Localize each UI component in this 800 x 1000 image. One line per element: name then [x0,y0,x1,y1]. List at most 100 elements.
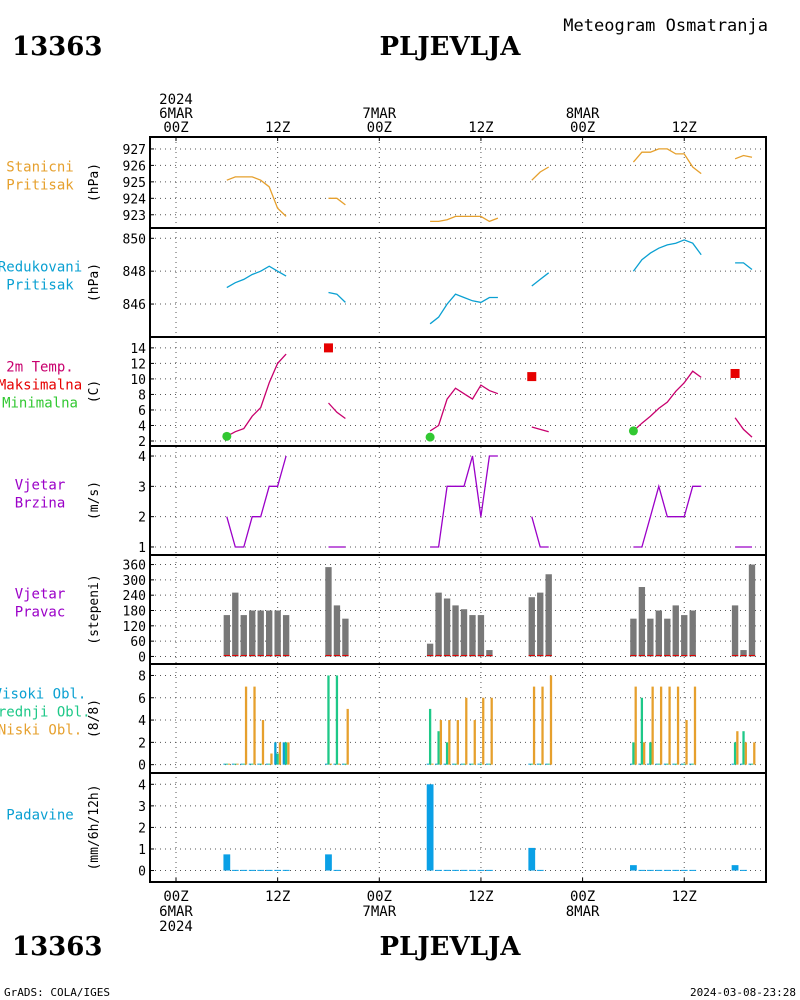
top-time-label: 2024 [159,92,193,108]
y-tick-label: 3 [138,800,146,815]
wind-direction-bar [537,592,544,657]
cloud-bar [545,763,548,765]
cloud-bar [482,697,485,765]
unit-label: (mm/6h/12h) [87,784,102,870]
precipitation-bar [452,869,459,871]
cloud-bar [485,763,489,765]
reduced-pressure-line [735,262,753,271]
y-tick-label: 846 [123,298,146,313]
tmin-marker [222,431,232,441]
wind-direction-bar [664,618,671,657]
y-tick-label: 14 [130,342,146,357]
y-tick-label: 1 [138,541,146,556]
panel-label: Niski Obl. [0,723,82,739]
panel-label: Stanicni [6,160,73,176]
cloud-bar [651,686,654,765]
cloud-bar [443,763,446,765]
reduced-pressure-line [632,239,702,272]
cloud-bar [268,763,271,765]
y-tick-label: 925 [123,176,146,191]
cloud-bar [479,763,483,765]
y-tick-label: 0 [138,650,146,665]
top-time-label: 00Z [163,120,188,136]
panel-frame [149,227,767,338]
panel-label: Brzina [15,496,66,512]
wind-speed-line [430,455,498,548]
y-tick-label: 12 [130,357,146,372]
precipitation-bar [223,854,231,871]
cloud-bar [477,763,480,765]
y-tick-label: 240 [123,589,146,604]
unit-label: (C) [87,380,102,403]
cloud-bar [666,763,669,765]
wind-speed-line [531,516,549,548]
wind-direction-bar [274,610,281,657]
y-tick-label: 120 [123,620,146,635]
cloud-bar [335,675,339,765]
y-tick-label: 0 [138,759,146,774]
cloud-bar [629,763,633,765]
cloud-bar [490,697,493,765]
wind-direction-bar [333,605,341,657]
bottom-time-label: 8MAR [566,904,600,920]
precipitation-bar [469,869,476,871]
top-time-label: 6MAR [159,106,193,122]
cloud-bar [439,720,443,765]
cloud-bar [733,742,737,765]
wind-direction-bar [545,574,552,657]
station-pressure-line [734,154,753,160]
precipitation-bar [325,854,332,871]
precipitation-bar [274,869,282,871]
top-time-label: 7MAR [362,106,396,122]
cloud-bar [473,720,476,765]
panel-label: Pritisak [6,178,74,194]
wind-direction-bar [232,592,239,657]
cloud-bar [282,742,285,765]
precipitation-bar [486,869,493,871]
cloud-bar [248,763,252,765]
cloud-bar [632,742,635,765]
precipitation-bar [333,869,341,871]
precipitation-bar [740,869,747,871]
cloud-bar [744,742,747,765]
bottom-time-label: 2024 [159,919,193,935]
wind-direction-bar [266,610,273,657]
unit-label: (hPa) [87,163,102,202]
wind-direction-bar [748,564,756,657]
tmax-marker [730,368,740,378]
cloud-bar [287,742,290,765]
cloud-bar [691,763,694,765]
cloud-bar [333,763,336,765]
wind-direction-bar [469,615,476,657]
y-tick-label: 4 [138,419,146,434]
y-tick-label: 923 [123,209,146,224]
cloud-bar [265,763,269,765]
precipitation-bar [240,869,248,871]
bottom-time-label: 7MAR [362,904,396,920]
cloud-bar [663,763,667,765]
cloud-bar [530,763,533,765]
cloud-bar [437,731,440,765]
y-tick-label: 2 [138,736,146,751]
precipitation-bar [282,869,290,871]
precipitation-bar [646,869,654,871]
cloud-bar [539,763,542,765]
top-time-label: 00Z [367,120,392,136]
precipitation-bar [248,869,256,871]
cloud-bar [528,763,531,765]
cloud-bar [278,742,282,765]
cloud-bar [547,763,550,765]
cloud-bar [549,675,553,765]
wind-direction-bar [257,610,264,657]
cloud-bar [683,763,686,765]
cloud-bar [344,763,347,765]
cloud-bar [276,753,279,765]
temperature-line [328,402,346,420]
precipitation-bar [630,865,637,871]
temperature-line [734,417,753,438]
wind-direction-bar [647,618,654,657]
wind-direction-bar [740,650,747,657]
wind-direction-bar [435,592,442,657]
y-tick-label: 6 [138,404,146,419]
